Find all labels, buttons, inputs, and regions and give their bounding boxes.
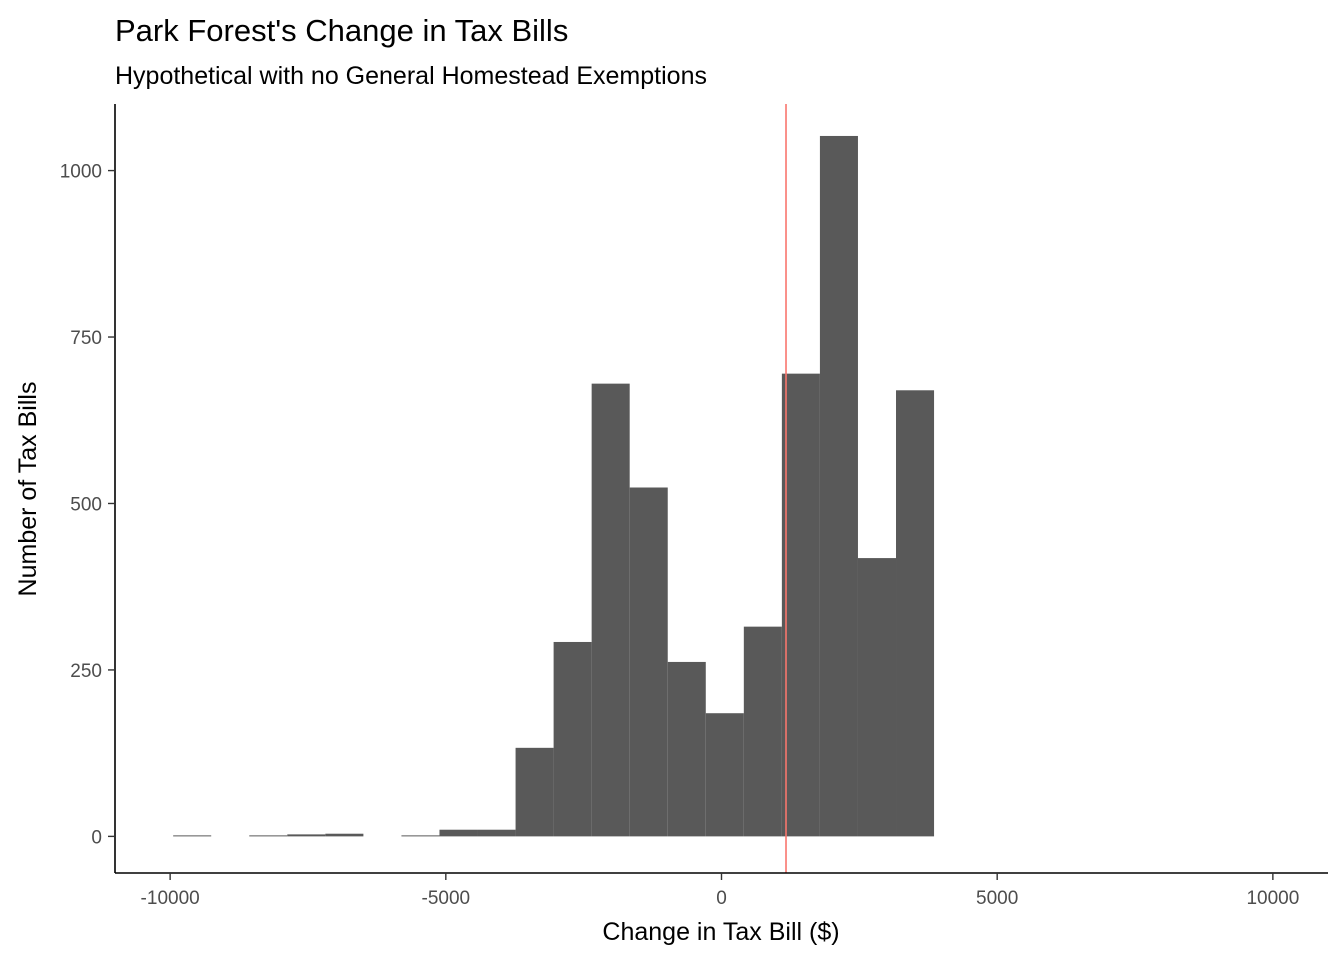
histogram-bar-0 — [173, 835, 212, 837]
y-ticks-group: 0 250 500 750 1000 — [60, 162, 115, 848]
histogram-bar-6 — [477, 829, 516, 837]
histogram-bar-12 — [705, 713, 744, 837]
histogram-bar-14 — [781, 373, 820, 837]
histogram-bar-9 — [591, 383, 630, 837]
y-tick-label: 250 — [70, 661, 102, 682]
y-tick-label: 0 — [91, 827, 102, 848]
y-tick-label: 500 — [70, 494, 102, 515]
chart-title: Park Forest's Change in Tax Bills — [115, 13, 568, 48]
x-tick-label: 0 — [716, 888, 727, 909]
chart-subtitle: Hypothetical with no General Homestead E… — [115, 62, 707, 90]
histogram-bar-17 — [896, 390, 935, 837]
histogram-bar-11 — [667, 661, 706, 837]
histogram-bar-10 — [629, 487, 668, 837]
histogram-bar-15 — [819, 135, 858, 837]
histogram-bar-2 — [287, 834, 326, 837]
histogram-bar-4 — [401, 835, 440, 837]
histogram-bar-8 — [553, 641, 592, 837]
histogram-bar-13 — [743, 626, 782, 837]
y-tick-label: 1000 — [60, 162, 102, 183]
x-ticks-group: -10000 -5000 0 5000 10000 — [141, 873, 1299, 909]
x-axis-title: Change in Tax Bill ($) — [602, 918, 839, 946]
x-tick-label: 10000 — [1246, 888, 1299, 909]
histogram-bar-1 — [249, 835, 288, 837]
x-tick-label: -5000 — [422, 888, 471, 909]
y-tick-label: 750 — [70, 328, 102, 349]
histogram-bar-5 — [439, 829, 478, 837]
histogram-bar-3 — [325, 833, 364, 837]
histogram-bar-7 — [515, 747, 554, 837]
histogram-bar-16 — [857, 558, 896, 837]
bars-group — [173, 135, 935, 837]
x-tick-label: 5000 — [976, 888, 1018, 909]
y-axis-title: Number of Tax Bills — [14, 382, 42, 597]
x-tick-label: -10000 — [141, 888, 200, 909]
